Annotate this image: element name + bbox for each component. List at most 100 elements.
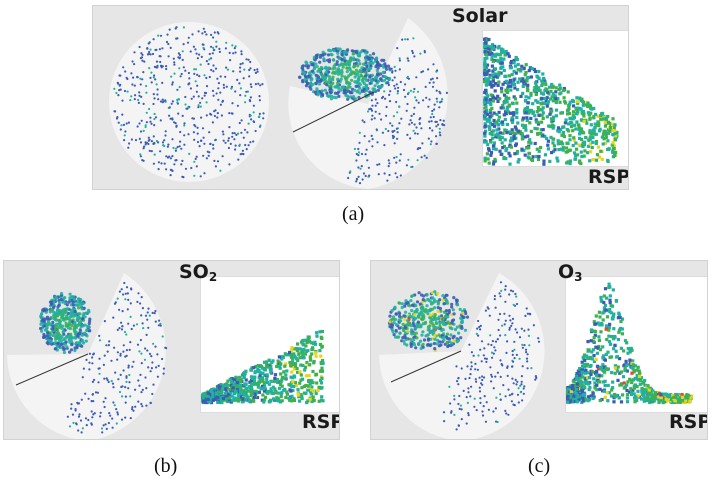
- projection-point: [193, 68, 196, 71]
- projection-point: [113, 302, 117, 305]
- lens-point: [442, 316, 446, 320]
- scatter-point: [295, 366, 299, 370]
- projection-point: [212, 70, 215, 73]
- lens-point: [358, 91, 362, 95]
- lens-point: [424, 334, 428, 338]
- projection-point: [413, 123, 416, 126]
- projection-point: [129, 417, 132, 420]
- lens-point: [368, 81, 372, 85]
- lens-point: [350, 78, 354, 82]
- scatter-point: [533, 141, 537, 146]
- projection-point: [396, 131, 399, 134]
- projection-point: [125, 375, 128, 378]
- scatter-point: [495, 135, 499, 139]
- projection-point: [177, 112, 180, 115]
- lens-point: [85, 334, 89, 338]
- projection-point: [494, 349, 497, 352]
- projection-point: [119, 128, 122, 131]
- projection-point: [118, 390, 122, 394]
- scatter-point: [613, 123, 617, 127]
- scatter-point: [488, 80, 492, 84]
- scatter-point: [498, 137, 502, 141]
- scatter-point: [580, 97, 584, 101]
- scatter-point: [575, 395, 579, 399]
- scatter-point: [489, 151, 494, 155]
- projection-point: [500, 289, 503, 292]
- scatter-point: [235, 376, 239, 380]
- projection-point: [205, 76, 208, 80]
- lens-point: [437, 333, 441, 337]
- projection-point: [195, 165, 198, 168]
- projection-point: [358, 141, 361, 144]
- projection-point: [410, 114, 413, 117]
- projection-point: [406, 102, 409, 106]
- scatter-point: [647, 388, 651, 392]
- projection-point: [240, 50, 243, 53]
- projection-point: [136, 300, 139, 303]
- scatter-point: [609, 394, 614, 398]
- lens-point: [350, 49, 354, 53]
- lens-point: [355, 73, 360, 77]
- scatter-point: [265, 377, 269, 381]
- scatter-point: [630, 379, 634, 383]
- lens-point: [324, 66, 329, 70]
- scatter-point: [575, 382, 579, 386]
- scatter-point: [288, 353, 292, 357]
- projection-point: [482, 405, 485, 408]
- projection-point: [91, 380, 94, 383]
- projection-point: [171, 81, 174, 84]
- projection-point: [438, 106, 441, 109]
- projection-point: [258, 115, 261, 118]
- scatter-point: [587, 356, 591, 360]
- projection-point: [140, 56, 144, 59]
- scatter-point: [228, 394, 232, 398]
- lens-point: [436, 309, 440, 313]
- projection-point: [504, 409, 507, 412]
- lens-point: [327, 94, 332, 98]
- projection-point: [111, 382, 114, 385]
- scatter-point: [568, 392, 572, 396]
- projection-point: [499, 281, 503, 284]
- scatter-point: [545, 136, 549, 141]
- scatter-point: [263, 381, 267, 385]
- lens-point: [315, 55, 319, 60]
- scatter-point: [625, 383, 629, 387]
- projection-point: [90, 410, 93, 413]
- scatter-point: [308, 397, 312, 401]
- projection-point: [473, 397, 476, 400]
- scatter-point: [573, 157, 577, 161]
- projection-point: [72, 421, 75, 424]
- projection-point: [370, 118, 373, 121]
- scatter-point: [593, 385, 597, 389]
- scatter-point: [508, 162, 512, 166]
- scatter-point: [500, 86, 504, 90]
- projection-point: [410, 165, 413, 169]
- scatter-point: [262, 400, 266, 404]
- projection-point: [508, 314, 511, 317]
- scatter-point: [595, 369, 599, 374]
- scatter-point: [298, 356, 302, 360]
- projection-point: [218, 50, 221, 54]
- projection-point: [181, 114, 184, 117]
- scatter-point: [299, 363, 303, 367]
- projection-point: [453, 398, 456, 401]
- scatter-point: [527, 69, 531, 73]
- lens-point: [66, 311, 71, 316]
- lens-point: [51, 327, 55, 331]
- lens-point: [68, 340, 72, 344]
- projection-point: [88, 368, 91, 371]
- projection-point: [230, 85, 234, 88]
- scatter-point: [528, 121, 532, 125]
- projection-point: [432, 63, 435, 66]
- scatter-point: [585, 380, 589, 384]
- scatter-point: [269, 387, 273, 391]
- projection-point: [208, 52, 211, 56]
- scatter-point: [483, 131, 487, 135]
- scatter-point: [562, 96, 566, 100]
- projection-point: [144, 143, 147, 146]
- scatter-point: [260, 366, 264, 370]
- projection-point: [416, 159, 419, 162]
- projection-point: [170, 75, 173, 78]
- projection-point: [166, 156, 170, 159]
- projection-point: [521, 365, 524, 368]
